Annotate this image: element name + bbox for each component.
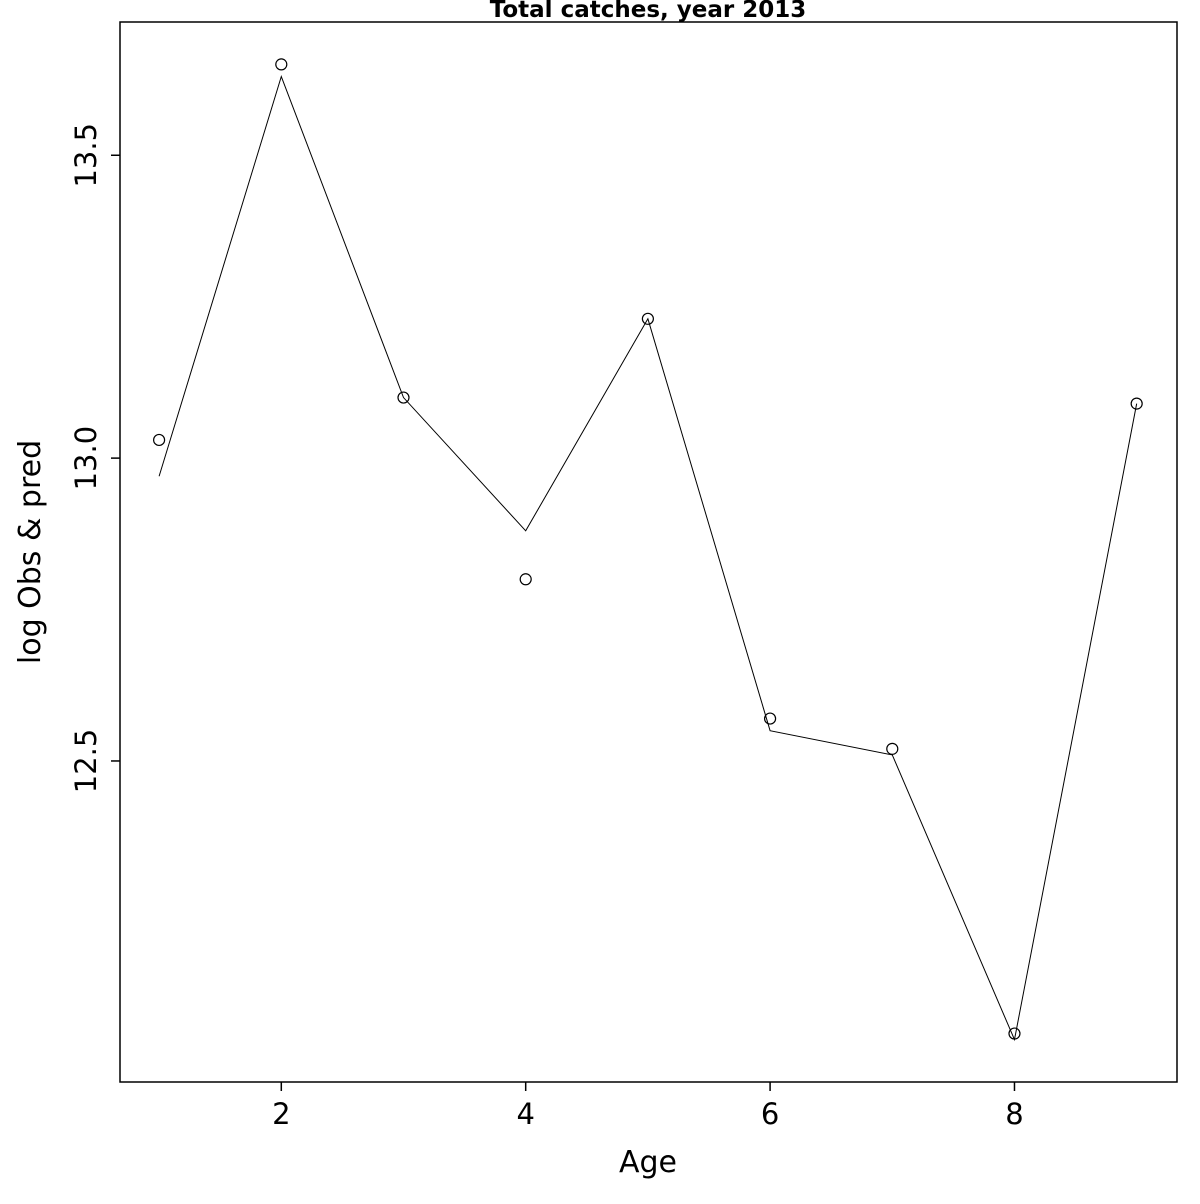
observed-point xyxy=(763,712,777,725)
observed-point xyxy=(397,391,410,404)
observed-point xyxy=(275,58,288,71)
observed-point xyxy=(1130,397,1143,410)
x-tick-label: 6 xyxy=(761,1097,779,1131)
observed-point xyxy=(519,573,532,586)
plot-frame xyxy=(119,21,1178,1083)
observed-point xyxy=(1008,1027,1021,1040)
y-tick-label: 13.5 xyxy=(69,123,103,188)
x-axis-label: Age xyxy=(619,1145,677,1180)
chart-title: Total catches, year 2013 xyxy=(490,0,807,23)
observed-point xyxy=(641,312,654,325)
observed-point xyxy=(153,433,166,447)
x-tick-label: 2 xyxy=(272,1097,290,1131)
y-axis-label: log Obs & pred xyxy=(13,440,48,664)
predicted-line xyxy=(158,74,1138,1042)
y-tick-label: 13.0 xyxy=(69,426,103,491)
y-tick-label: 12.5 xyxy=(69,729,103,794)
plot-area: 2 4 6 8 12.5 13.0 13.5 xyxy=(69,21,1178,1131)
observed-point xyxy=(886,742,899,755)
x-tick-label: 8 xyxy=(1005,1097,1023,1131)
x-tick-label: 4 xyxy=(516,1097,534,1131)
